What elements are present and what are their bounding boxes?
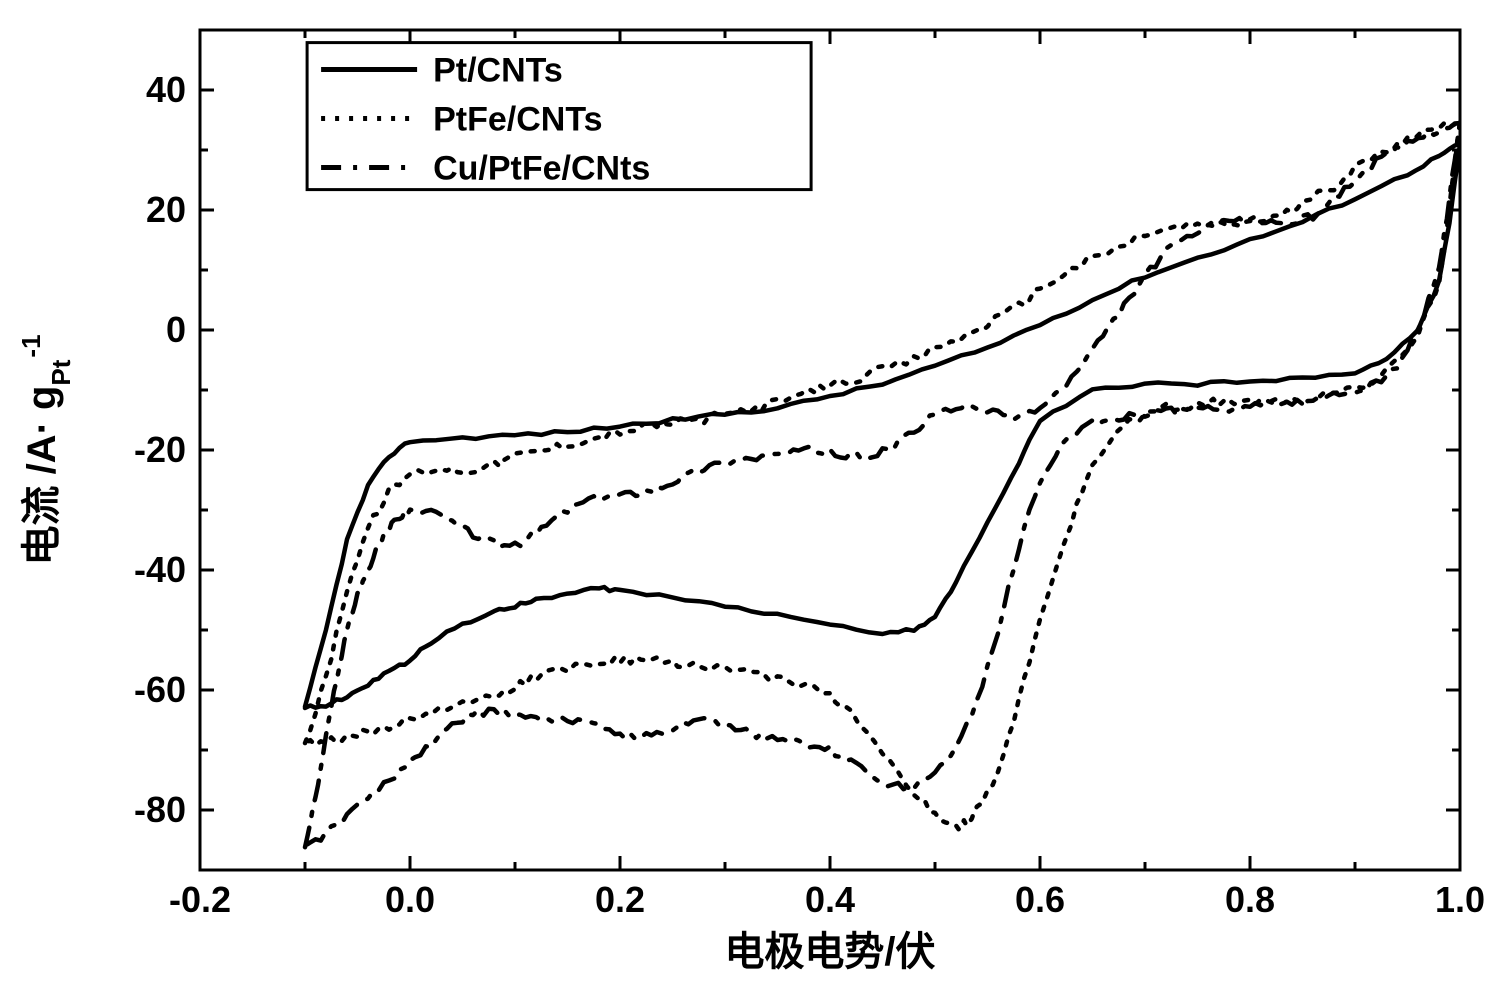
- chart-svg: -0.2 0.0 0.2 0.4 0.6 0.8 1.0 -80 -60 -40 -20 0 20 40 电…: [0, 0, 1502, 1007]
- x-tick-label: 0.6: [1015, 879, 1065, 920]
- y-tick-label: -20: [134, 429, 186, 470]
- x-tick-label: 0.0: [385, 879, 435, 920]
- x-tick-label: 0.2: [595, 879, 645, 920]
- x-tick-label: -0.2: [169, 879, 231, 920]
- series-pt-cnts: [305, 144, 1460, 708]
- legend-label: Cu/PtFe/CNts: [433, 149, 650, 187]
- x-tick-label: 0.8: [1225, 879, 1275, 920]
- y-tick-label: 20: [146, 189, 186, 230]
- svg-text:电流 /A· gPt-1: 电流 /A· gPt-1: [16, 334, 76, 565]
- legend-label: Pt/CNTs: [433, 51, 563, 89]
- x-axis-label: 电极电势/伏: [724, 930, 935, 974]
- x-tick-label: 1.0: [1435, 879, 1485, 920]
- x-tick-label: 0.4: [805, 879, 855, 920]
- legend-label: PtFe/CNTs: [433, 100, 602, 138]
- series-cu-ptfe-cnts: [305, 122, 1460, 847]
- plot-area: [305, 120, 1460, 847]
- y-tick-label: 0: [166, 309, 186, 350]
- y-tick-label: 40: [146, 69, 186, 110]
- y-tick-label: -40: [134, 549, 186, 590]
- y-axis-label: 电流 /A· gPt-1: [16, 334, 76, 565]
- y-tick-label: -60: [134, 669, 186, 710]
- y-tick-label: -80: [134, 789, 186, 830]
- cv-chart: -0.2 0.0 0.2 0.4 0.6 0.8 1.0 -80 -60 -40 -20 0 20 40 电…: [0, 0, 1502, 1007]
